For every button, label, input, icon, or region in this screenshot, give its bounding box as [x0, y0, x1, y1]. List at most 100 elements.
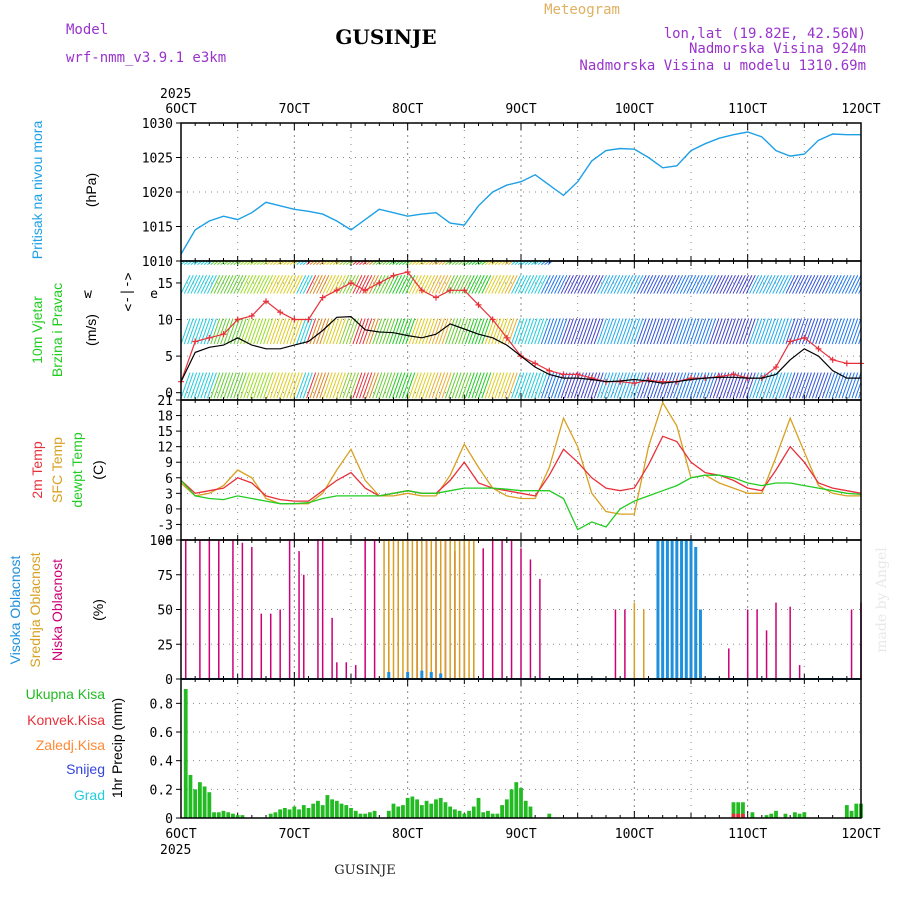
- ytick-label: 3: [165, 487, 173, 502]
- cloud-bar: [463, 540, 466, 679]
- wind-barb: [395, 372, 406, 399]
- wind-barb: [233, 318, 244, 345]
- wind-barb: [497, 318, 508, 345]
- wind-barb: [666, 275, 677, 294]
- wind-barb: [484, 275, 495, 294]
- wind-barb: [765, 318, 776, 345]
- wind-barb: [193, 372, 204, 399]
- wind-barb: [309, 372, 320, 399]
- precip-bar: [278, 809, 283, 818]
- ytick-label: 0.8: [150, 697, 173, 712]
- wind-barb: [567, 318, 578, 345]
- wind-barb: [587, 372, 598, 399]
- wind-barb: [838, 318, 849, 345]
- wind-barb: [279, 261, 286, 266]
- wind-barb: [821, 318, 832, 345]
- wind-barb: [405, 318, 416, 345]
- cloud-bar: [449, 540, 451, 679]
- ytick-label: 1010: [142, 255, 173, 270]
- precip-unit: 1hr Precip (mm): [109, 698, 125, 798]
- wind-barb: [243, 318, 254, 345]
- precip-bar: [405, 797, 410, 818]
- precip-legend-item: Snijeg: [66, 761, 105, 777]
- wind-barb: [517, 318, 528, 345]
- wind-barb: [289, 275, 300, 294]
- precip-bar: [854, 803, 859, 818]
- wind-barb: [468, 275, 479, 294]
- t2m-line: [181, 435, 861, 502]
- gust-marker: [574, 371, 581, 378]
- wind-barb: [181, 275, 191, 294]
- wind-barb: [263, 261, 269, 266]
- wind-barb: [339, 261, 345, 266]
- wind-barb: [233, 261, 240, 266]
- wind-barb: [835, 318, 845, 345]
- precip-bar: [334, 800, 339, 818]
- wind-barb: [306, 261, 312, 266]
- wind-barb: [785, 372, 796, 399]
- wind-barb: [431, 318, 442, 345]
- wind-barb: [438, 261, 445, 266]
- wind-barb: [263, 372, 274, 399]
- precip-bar: [339, 803, 344, 818]
- wind-barb: [359, 261, 365, 266]
- wind-barb: [342, 372, 353, 399]
- wind-barb: [557, 318, 568, 345]
- wind-barb: [478, 275, 488, 294]
- wind-barb: [630, 318, 641, 345]
- temp-ylabel3: dewpt Temp: [69, 432, 85, 507]
- wind-barb: [369, 261, 375, 266]
- wind-barb: [332, 318, 343, 345]
- wind-barb: [676, 318, 687, 345]
- wind-barb: [841, 372, 852, 399]
- wind-barb: [329, 372, 340, 399]
- bottom-time-label: 6OCT: [165, 827, 196, 842]
- wind-barb: [640, 318, 650, 345]
- precip-bar: [504, 799, 509, 818]
- wind-barb: [259, 372, 270, 399]
- wind-barb: [402, 275, 412, 294]
- wind-barb: [203, 372, 214, 399]
- wind-barb: [854, 380, 861, 399]
- wind-barb: [435, 261, 441, 266]
- wind-barb: [755, 318, 766, 345]
- wind-barb: [316, 372, 326, 399]
- wind-barb: [491, 261, 498, 266]
- wind-barb: [181, 261, 187, 266]
- cloud-bar: [454, 540, 456, 679]
- wind-barb: [534, 275, 545, 294]
- wind-barb: [646, 275, 657, 294]
- wind-barb: [501, 318, 512, 345]
- precip-bar: [311, 803, 316, 818]
- wind-barb: [828, 275, 839, 294]
- cloud-bar: [694, 546, 698, 679]
- wind-barb: [636, 275, 647, 294]
- wind-barb: [782, 372, 793, 399]
- cloud-panel: 0 25 50 75 100: [150, 534, 862, 688]
- wind-barb: [540, 318, 551, 345]
- wind-barb: [550, 275, 561, 294]
- wind-barb: [497, 275, 508, 294]
- wind-barb: [640, 372, 650, 399]
- precip-bar: [363, 813, 368, 818]
- gust-marker: [305, 316, 312, 323]
- wind-barb: [798, 372, 809, 399]
- precip-bar: [221, 810, 226, 818]
- wind-barb: [355, 372, 366, 399]
- cloud-bar: [684, 540, 688, 679]
- precip-bar: [226, 812, 231, 818]
- wind-barb: [441, 372, 452, 399]
- wind-barb: [616, 372, 627, 399]
- wind-barb: [335, 318, 346, 345]
- wind-barb: [673, 372, 683, 399]
- wind-barb: [706, 318, 717, 345]
- wind-barb: [517, 372, 528, 399]
- gust-marker: [206, 334, 213, 341]
- wind-barb: [811, 318, 822, 345]
- wind-barb: [514, 318, 525, 345]
- precip-bar: [750, 812, 755, 818]
- wind-barb: [636, 372, 647, 399]
- cloud-bar: [614, 609, 617, 679]
- wind-barb: [540, 372, 551, 399]
- wind-barb: [613, 318, 624, 345]
